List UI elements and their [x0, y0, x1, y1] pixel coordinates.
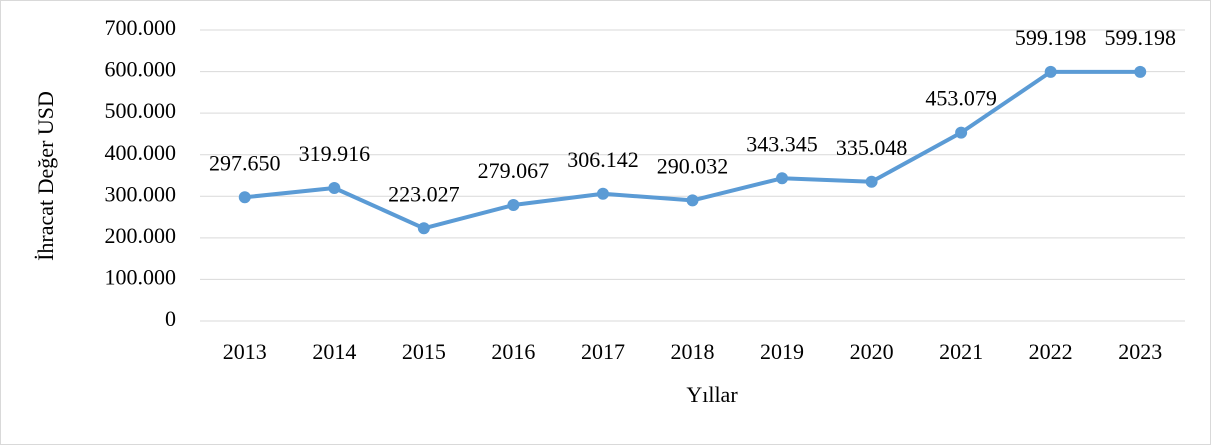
y-axis-title: İhracat Değer USD [33, 91, 58, 261]
point [686, 194, 699, 207]
x-axis-title: Yıllar [686, 382, 738, 407]
point [955, 126, 968, 139]
point [865, 175, 878, 188]
data-label: 290.032 [657, 153, 729, 178]
x-tick-label: 2019 [760, 339, 804, 364]
point [776, 172, 789, 185]
point [1134, 65, 1147, 78]
point [1044, 65, 1057, 78]
y-tick-label: 600.000 [105, 57, 177, 82]
point [417, 222, 430, 235]
point [328, 182, 341, 195]
x-tick-label: 2021 [939, 339, 983, 364]
x-tick-label: 2016 [491, 339, 535, 364]
x-tick-label: 2017 [581, 339, 625, 364]
data-label: 599.198 [1015, 25, 1087, 50]
data-label: 297.650 [209, 150, 281, 175]
y-tick-label: 0 [165, 306, 176, 331]
x-tick-label: 2013 [223, 339, 267, 364]
data-label: 279.067 [478, 158, 550, 183]
y-tick-label: 400.000 [105, 140, 177, 165]
data-label: 335.048 [836, 135, 908, 160]
data-label: 223.027 [388, 181, 460, 206]
x-tick-label: 2023 [1118, 339, 1162, 364]
x-tick-label: 2020 [850, 339, 894, 364]
x-tick-label: 2014 [312, 339, 356, 364]
y-tick-label: 300.000 [105, 181, 177, 206]
data-label: 343.345 [746, 131, 818, 156]
point [507, 198, 520, 211]
data-label: 319.916 [299, 141, 371, 166]
y-tick-label: 100.000 [105, 264, 177, 289]
x-tick-label: 2018 [671, 339, 715, 364]
y-tick-label: 700.000 [105, 15, 177, 40]
point [596, 187, 609, 200]
data-label: 599.198 [1104, 25, 1176, 50]
y-tick-label: 500.000 [105, 98, 177, 123]
data-label: 306.142 [567, 147, 639, 172]
data-label: 453.079 [925, 86, 997, 111]
y-tick-label: 200.000 [105, 223, 177, 248]
x-tick-label: 2022 [1029, 339, 1073, 364]
x-tick-label: 2015 [402, 339, 446, 364]
point [238, 191, 251, 204]
